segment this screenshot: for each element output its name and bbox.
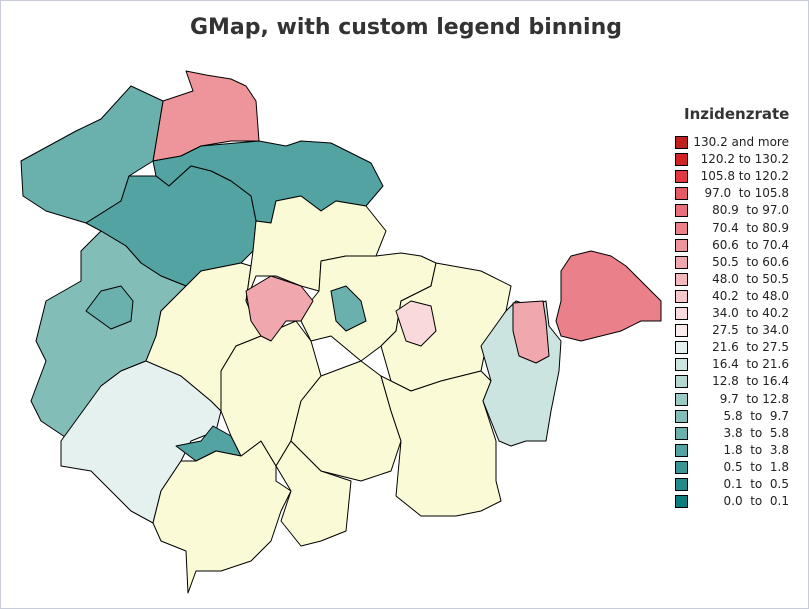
legend-item: 0.0 to 0.1 [675,494,795,511]
legend-swatch [675,443,688,457]
legend-label: 0.1 to 0.5 [723,477,789,491]
legend-swatch [675,255,688,269]
legend-label: 3.8 to 5.8 [723,425,789,440]
legend-swatch [675,341,688,355]
legend-label: 97.0 to 105.8 [704,186,789,201]
legend-item: 21.6 to 27.5 [675,340,795,357]
legend-item: 1.8 to 3.8 [675,443,795,460]
legend-item: 0.1 to 0.5 [675,477,795,494]
district-weimar [330,285,367,332]
legend-item: 50.5 to 60.6 [675,255,795,272]
legend-item: 5.8 to 9.7 [675,409,795,426]
legend-item: 40.2 to 48.0 [675,289,795,306]
legend-item: 16.4 to 21.6 [675,357,795,374]
legend-label: 0.0 to 0.1 [723,494,789,509]
legend-swatch [675,324,688,338]
district-northwest [20,85,164,224]
chart-title: GMap, with custom legend binning [189,15,623,40]
legend-swatch [675,153,688,167]
legend-item: 12.8 to 16.4 [675,374,795,391]
district-gera [512,300,550,364]
legend-swatch [675,409,688,423]
legend-label: 48.0 to 50.5 [712,271,789,286]
legend-label: 50.5 to 60.6 [712,254,789,269]
legend-title: Inzidenzrate [684,105,790,123]
legend-label: 40.2 to 48.0 [712,288,789,303]
legend-swatch [675,426,688,440]
legend-swatch [675,495,688,509]
legend-item: 60.6 to 70.4 [675,238,795,255]
legend-item: 120.2 to 130.2 [675,152,795,169]
legend-item: 70.4 to 80.9 [675,221,795,238]
legend-item: 80.9 to 97.0 [675,203,795,220]
district-erfurt [245,275,314,342]
legend-item: 0.5 to 1.8 [675,460,795,477]
legend-swatch [675,460,688,474]
legend-label: 105.8 to 120.2 [700,169,789,184]
legend-swatch [675,272,688,286]
legend-label: 12.8 to 16.4 [712,374,789,389]
legend-item: 97.0 to 105.8 [675,186,795,203]
legend-item: 48.0 to 50.5 [675,272,795,289]
legend-swatch [675,307,688,320]
legend-label: 16.4 to 21.6 [712,357,789,372]
district-west-small [85,285,134,330]
legend-label: 1.8 to 3.8 [723,442,789,457]
legend-item: 34.0 to 40.2 [675,306,795,323]
legend-item: 27.5 to 34.0 [675,323,795,340]
legend-item: 9.7 to 12.8 [675,392,795,409]
legend-swatch [675,478,688,491]
legend-label: 0.5 to 1.8 [723,459,789,474]
legend-swatch [675,238,688,252]
district-far-east [555,250,662,342]
legend-label: 21.6 to 27.5 [712,340,789,355]
legend-label: 120.2 to 130.2 [700,152,789,167]
district-southeast [380,370,502,517]
legend-item: 130.2 and more [675,135,795,152]
legend-label: 9.7 to 12.8 [719,391,789,406]
legend-swatch [675,358,688,372]
legend-label: 34.0 to 40.2 [712,306,789,320]
district-southwest [60,360,222,524]
legend-swatch [675,187,688,201]
legend-swatch [675,170,688,184]
legend-swatch [675,392,688,406]
legend-swatch [675,375,688,389]
legend-item: 105.8 to 120.2 [675,169,795,186]
legend-swatch [675,136,688,149]
legend-swatch [675,289,688,303]
legend-label: 27.5 to 34.0 [712,323,789,338]
legend-label: 130.2 and more [693,135,789,149]
legend-label: 70.4 to 80.9 [712,220,789,235]
legend-swatch [675,221,688,235]
legend-label: 60.6 to 70.4 [712,237,789,252]
legend-item: 3.8 to 5.8 [675,426,795,443]
legend-label: 80.9 to 97.0 [712,203,789,218]
district-jena [395,300,437,347]
legend-label: 5.8 to 9.7 [723,408,789,423]
legend-swatch [675,204,688,218]
